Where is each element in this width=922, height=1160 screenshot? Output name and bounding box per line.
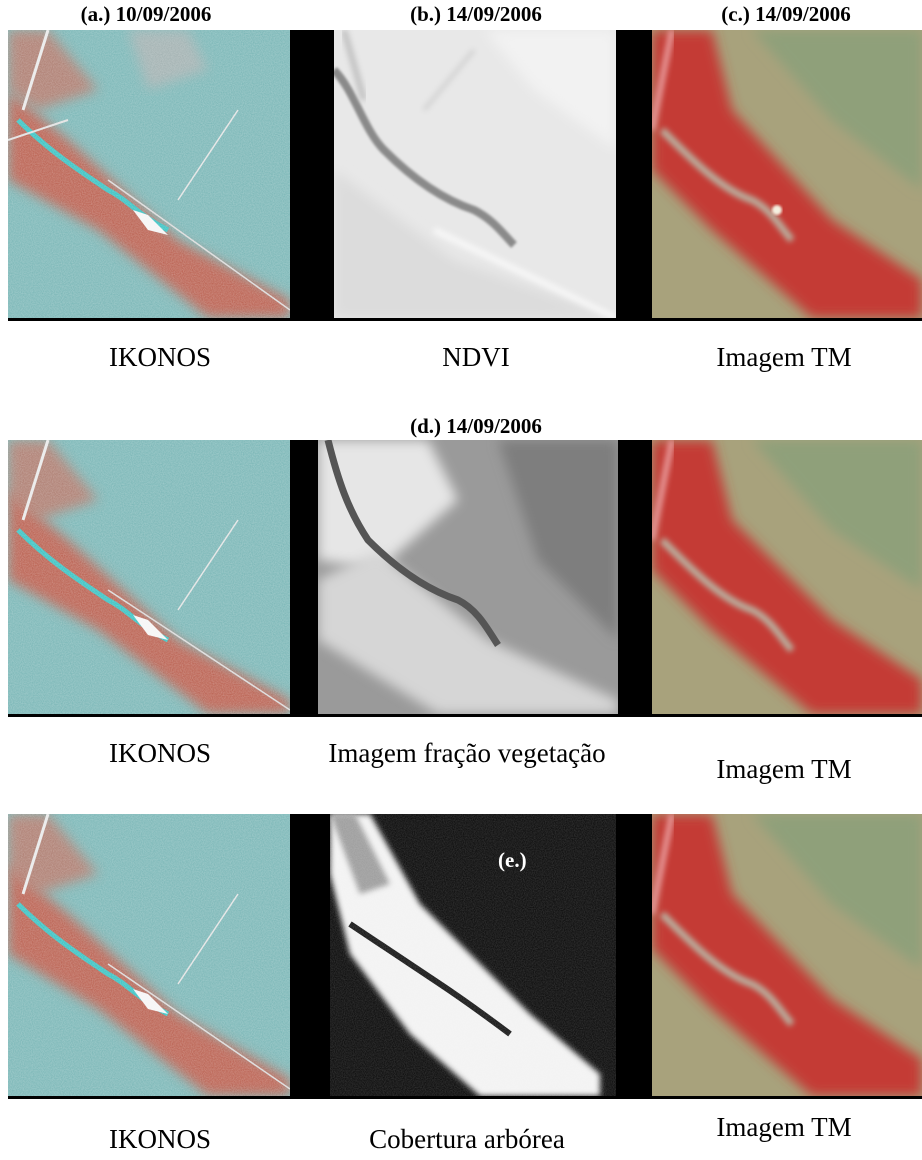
caption-tm-row1: Imagem TM [716, 342, 852, 372]
panel-b-title: (b.) 14/09/2006 [410, 2, 542, 26]
panel-a-title: (a.) 10/09/2006 [80, 2, 212, 26]
caption-ikonos-row1: IKONOS [108, 342, 212, 372]
divider-row2 [8, 714, 922, 717]
caption-vegetation-fraction: Imagem fração vegetação [328, 738, 606, 768]
ndvi-image [334, 30, 616, 318]
caption-tm-row2: Imagem TM [716, 754, 852, 784]
tm-image-row2 [652, 440, 922, 714]
tree-cover-image: (e.) [330, 814, 616, 1096]
vegetation-fraction-image [318, 440, 618, 714]
panel-d-title: (d.) 14/09/2006 [410, 414, 542, 438]
caption-ndvi: NDVI [442, 342, 510, 372]
tm-image-row1 [652, 30, 922, 318]
ikonos-image-row1 [8, 30, 290, 318]
caption-tree-cover: Cobertura arbórea [369, 1124, 565, 1154]
divider-row3 [8, 1096, 922, 1099]
caption-tm-row3: Imagem TM [716, 1112, 852, 1142]
ikonos-image-row3 [8, 814, 290, 1096]
panel-e-label: (e.) [498, 848, 527, 872]
caption-ikonos-row2: IKONOS [108, 738, 212, 768]
caption-ikonos-row3: IKONOS [108, 1124, 212, 1154]
panel-c-title: (c.) 14/09/2006 [721, 2, 851, 26]
divider-row1 [8, 318, 922, 321]
ikonos-image-row2 [8, 440, 290, 714]
tm-image-row3 [652, 814, 922, 1096]
